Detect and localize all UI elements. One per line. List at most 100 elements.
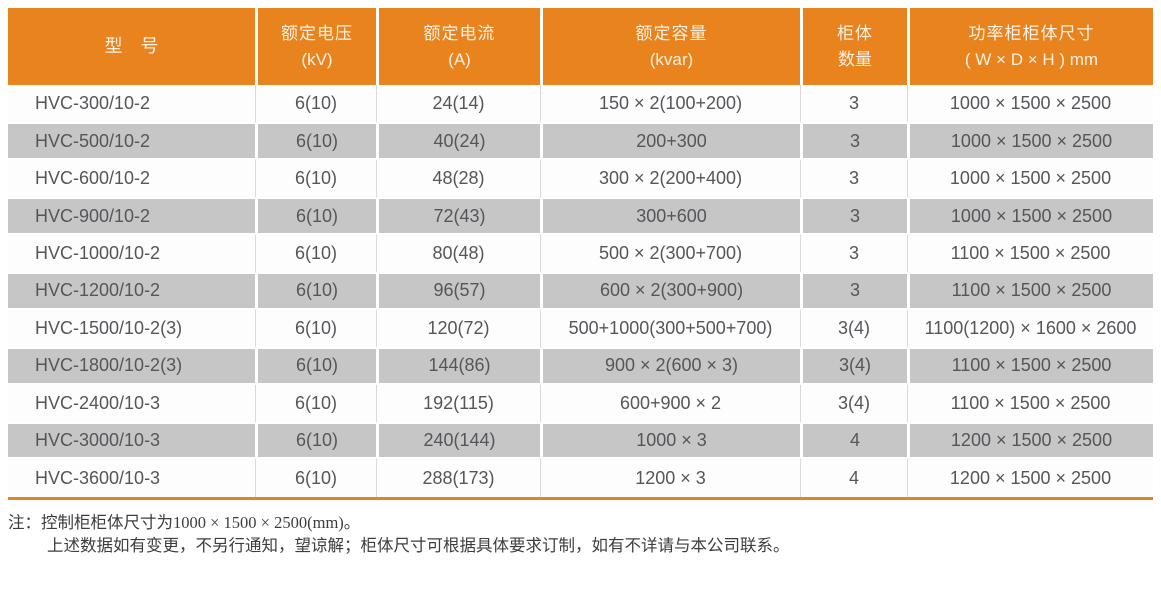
header-cabinet-dimensions-cell: 功率柜柜体尺寸 ( W × D × H ) mm (907, 8, 1153, 85)
cabinet-count-cell: 4 (800, 459, 907, 497)
note1-dimensions: 1000 × 1500 × 2500(mm) (173, 513, 344, 532)
rated-voltage-cell: 6(10) (255, 349, 376, 383)
header-model-cell: 型 号 (8, 8, 255, 85)
rated-capacity-cell: 600+900 × 2 (540, 384, 800, 422)
rated-current-cell: 40(24) (376, 124, 540, 158)
cabinet-count-cell: 3 (800, 199, 907, 233)
table-row: HVC-900/10-2 6(10) 72(43) 300+600 3 1000 × 15… (8, 197, 1153, 235)
model-cell: HVC-1800/10-2(3) (35, 355, 183, 376)
rated-current-cell: 80(48) (376, 234, 540, 273)
rated-voltage-cell: 6(10) (255, 85, 376, 123)
note-line-2: 上述数据如有变更，不另行通知，望谅解；柜体尺寸可根据具体要求订制，如有不详请与本… (47, 537, 790, 556)
model-cell: HVC-600/10-2 (35, 168, 151, 189)
model-cell: HVC-2400/10-3 (35, 392, 161, 413)
rated-voltage-cell: 6(10) (255, 384, 376, 422)
table-row: HVC-3600/10-3 6(10) 288(173) 1200 × 3 4 1200 … (8, 459, 1153, 497)
capacitor-spec-table: 型 号 额定电压 (kV) 额定电流 (A) 额定容量 (kvar) 柜体数量 功率柜柜体尺寸 (… (8, 8, 1153, 500)
cabinet-dimensions-cell: 1200 × 1500 × 2500 (907, 423, 1153, 458)
rated-voltage-cell: 6(10) (255, 234, 376, 273)
table-row: HVC-2400/10-3 6(10) 192(115) 600+900 × 2 3(4… (8, 384, 1153, 422)
note1-suffix: 。 (343, 514, 361, 532)
table-row: HVC-500/10-2 6(10) 40(24) 200+300 3 1000 × 15… (8, 122, 1153, 160)
model-cell: HVC-1500/10-2(3) (35, 317, 183, 338)
table-row: HVC-1800/10-2(3) 6(10) 144(86) 900 × 2(600 … (8, 347, 1153, 385)
cabinet-count-cell: 4 (800, 423, 907, 458)
header-title: 型 号 (104, 36, 159, 56)
table-body: HVC-300/10-2 6(10) 24(14) 150 × 2(100+200) 3… (8, 85, 1153, 497)
model-cell: HVC-500/10-2 (35, 130, 151, 151)
header-title: 额定电流 (423, 24, 496, 43)
header-title: 额定容量 (635, 24, 708, 43)
table-row: HVC-1500/10-2(3) 6(10) 120(72) 500+1000(300… (8, 309, 1153, 348)
cabinet-count-cell: 3(4) (800, 384, 907, 422)
note-line-1: 注：控制柜柜体尺寸为1000 × 1500 × 2500(mm)。 (8, 511, 790, 535)
rated-voltage-cell: 6(10) (255, 309, 376, 348)
cabinet-dimensions-cell: 1000 × 1500 × 2500 (907, 159, 1153, 198)
cabinet-count-cell: 3(4) (800, 349, 907, 383)
rated-current-cell: 192(115) (376, 384, 540, 422)
rated-capacity-cell: 1000 × 3 (540, 423, 800, 458)
rated-capacity-cell: 300 × 2(200+400) (540, 159, 800, 198)
rated-current-cell: 288(173) (376, 459, 540, 497)
cabinet-dimensions-cell: 1000 × 1500 × 2500 (907, 199, 1153, 233)
header-title: 功率柜柜体尺寸 (968, 24, 1095, 43)
cabinet-count-cell: 3 (800, 159, 907, 198)
rated-voltage-cell: 6(10) (255, 274, 376, 308)
cabinet-dimensions-cell: 1100(1200) × 1600 × 2600 (907, 309, 1153, 348)
cabinet-dimensions-cell: 1000 × 1500 × 2500 (907, 124, 1153, 158)
rated-current-cell: 48(28) (376, 159, 540, 198)
rated-current-cell: 96(57) (376, 274, 540, 308)
cabinet-dimensions-cell: 1100 × 1500 × 2500 (907, 234, 1153, 273)
cabinet-dimensions-cell: 1100 × 1500 × 2500 (907, 384, 1153, 422)
header-title: 额定电压 (281, 24, 353, 43)
rated-capacity-cell: 200+300 (540, 124, 800, 158)
rated-voltage-cell: 6(10) (255, 423, 376, 458)
table-row: HVC-1200/10-2 6(10) 96(57) 600 × 2(300+900)… (8, 272, 1153, 310)
rated-current-cell: 120(72) (376, 309, 540, 348)
rated-capacity-cell: 300+600 (540, 199, 800, 233)
rated-capacity-cell: 150 × 2(100+200) (540, 85, 800, 123)
cabinet-dimensions-cell: 1100 × 1500 × 2500 (907, 274, 1153, 308)
table-row: HVC-3000/10-3 6(10) 240(144) 1000 × 3 4 1200 … (8, 421, 1153, 460)
rated-voltage-cell: 6(10) (255, 159, 376, 198)
cabinet-dimensions-cell: 1200 × 1500 × 2500 (907, 459, 1153, 497)
cabinet-count-cell: 3 (800, 274, 907, 308)
rated-capacity-cell: 500+1000(300+500+700) (540, 309, 800, 348)
model-cell: HVC-300/10-2 (35, 93, 151, 114)
rated-current-cell: 72(43) (376, 199, 540, 233)
rated-current-cell: 240(144) (376, 423, 540, 458)
table-row: HVC-600/10-2 6(10) 48(28) 300 × 2(200+400) 3… (8, 159, 1153, 198)
cabinet-count-cell: 3 (800, 124, 907, 158)
header-rated-capacity-cell: 额定容量 (kvar) (540, 8, 800, 85)
rated-voltage-cell: 6(10) (255, 459, 376, 497)
header-unit: 数量 (838, 49, 872, 69)
table-bottom-rule (8, 496, 1153, 500)
rated-voltage-cell: 6(10) (255, 124, 376, 158)
table-row: HVC-300/10-2 6(10) 24(14) 150 × 2(100+200) 3… (8, 85, 1153, 123)
header-rated-current-cell: 额定电流 (A) (376, 8, 540, 85)
rated-current-cell: 24(14) (376, 85, 540, 123)
header-rated-voltage-cell: 额定电压 (kV) (255, 8, 376, 85)
header-unit: ( W × D × H ) mm (964, 49, 1099, 69)
cabinet-count-cell: 3 (800, 85, 907, 123)
note1-prefix: 注：控制柜柜体尺寸为 (8, 514, 173, 532)
cabinet-dimensions-cell: 1000 × 1500 × 2500 (907, 85, 1153, 123)
rated-current-cell: 144(86) (376, 349, 540, 383)
header-title: 柜体 (837, 24, 873, 43)
rated-capacity-cell: 1200 × 3 (540, 459, 800, 497)
table-header-row: 型 号 额定电压 (kV) 额定电流 (A) 额定容量 (kvar) 柜体数量 功率柜柜体尺寸 (… (8, 8, 1153, 85)
cabinet-count-cell: 3 (800, 234, 907, 273)
model-cell: HVC-3000/10-3 (35, 430, 161, 451)
rated-voltage-cell: 6(10) (255, 199, 376, 233)
cabinet-count-cell: 3(4) (800, 309, 907, 348)
table-row: HVC-1000/10-2 6(10) 80(48) 500 × 2(300+700)… (8, 234, 1153, 273)
footnotes: 注：控制柜柜体尺寸为1000 × 1500 × 2500(mm)。 上述数据如有… (8, 511, 790, 558)
rated-capacity-cell: 900 × 2(600 × 3) (540, 349, 800, 383)
model-cell: HVC-1200/10-2 (35, 280, 161, 301)
header-cabinet-count-cell: 柜体 数量 (800, 8, 907, 85)
header-unit: (kvar) (649, 49, 694, 69)
model-cell: HVC-900/10-2 (35, 205, 151, 226)
rated-capacity-cell: 600 × 2(300+900) (540, 274, 800, 308)
rated-capacity-cell: 500 × 2(300+700) (540, 234, 800, 273)
header-unit: (A) (448, 49, 471, 69)
